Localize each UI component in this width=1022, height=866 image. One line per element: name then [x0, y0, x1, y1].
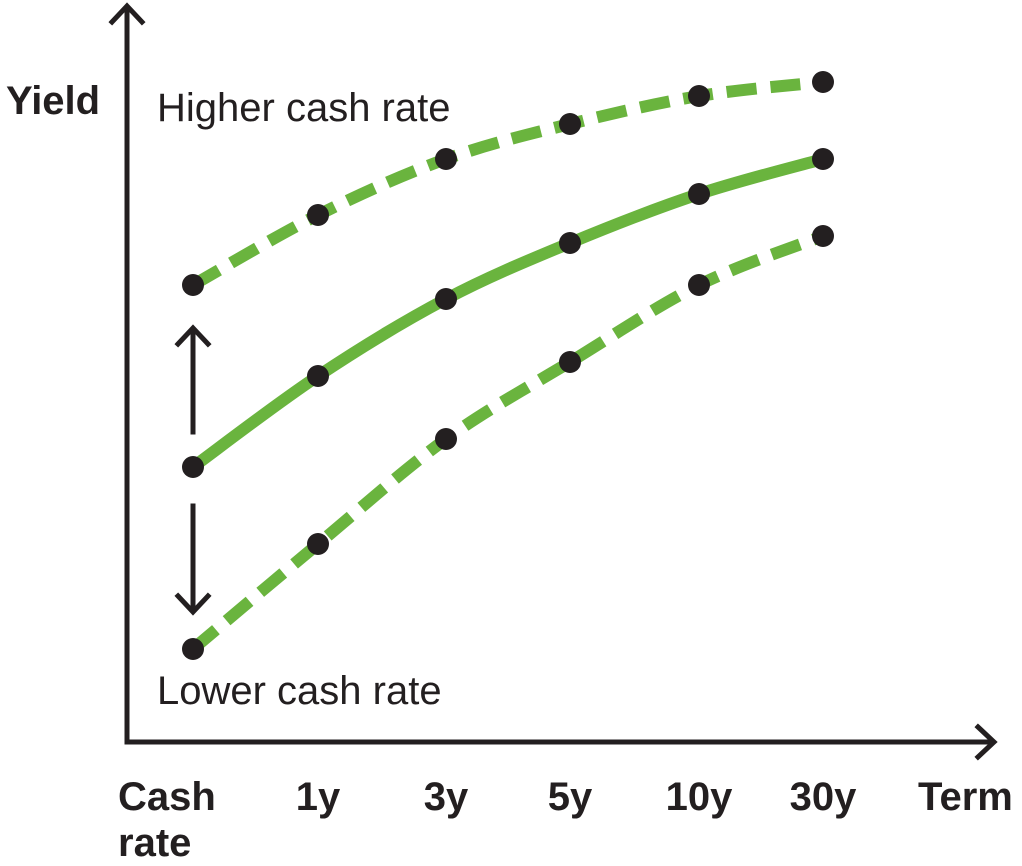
data-point — [559, 113, 581, 135]
data-point — [182, 274, 204, 296]
x-tick-label: 30y — [789, 775, 857, 819]
data-point — [435, 288, 457, 310]
series-label: Higher cash rate — [157, 86, 451, 130]
data-point — [688, 183, 710, 205]
data-point — [307, 533, 329, 555]
data-point — [435, 428, 457, 450]
data-point — [559, 351, 581, 373]
data-point — [812, 148, 834, 170]
series-line — [189, 153, 825, 472]
data-point — [182, 456, 204, 478]
x-tick-label: Cash rate — [118, 775, 216, 865]
data-point — [307, 204, 329, 226]
y-axis-arrow — [108, 2, 146, 26]
data-point — [688, 85, 710, 107]
data-point — [435, 148, 457, 170]
data-point — [812, 225, 834, 247]
x-tick-label: 3y — [423, 775, 469, 819]
data-point — [307, 365, 329, 387]
x-axis-label: Term — [918, 775, 1013, 819]
series-label: Lower cash rate — [157, 669, 442, 713]
x-tick-label: 10y — [665, 775, 733, 819]
data-point — [688, 274, 710, 296]
data-point — [812, 71, 834, 93]
x-tick-label: 5y — [547, 775, 593, 819]
y-axis-label: Yield — [6, 79, 101, 123]
down-arrow-head — [174, 592, 212, 616]
up-arrow-head — [174, 324, 212, 348]
data-point — [182, 638, 204, 660]
x-axis-arrow — [974, 723, 998, 761]
data-point — [559, 232, 581, 254]
x-tick-label: 1y — [295, 775, 341, 819]
series-line — [189, 230, 826, 654]
